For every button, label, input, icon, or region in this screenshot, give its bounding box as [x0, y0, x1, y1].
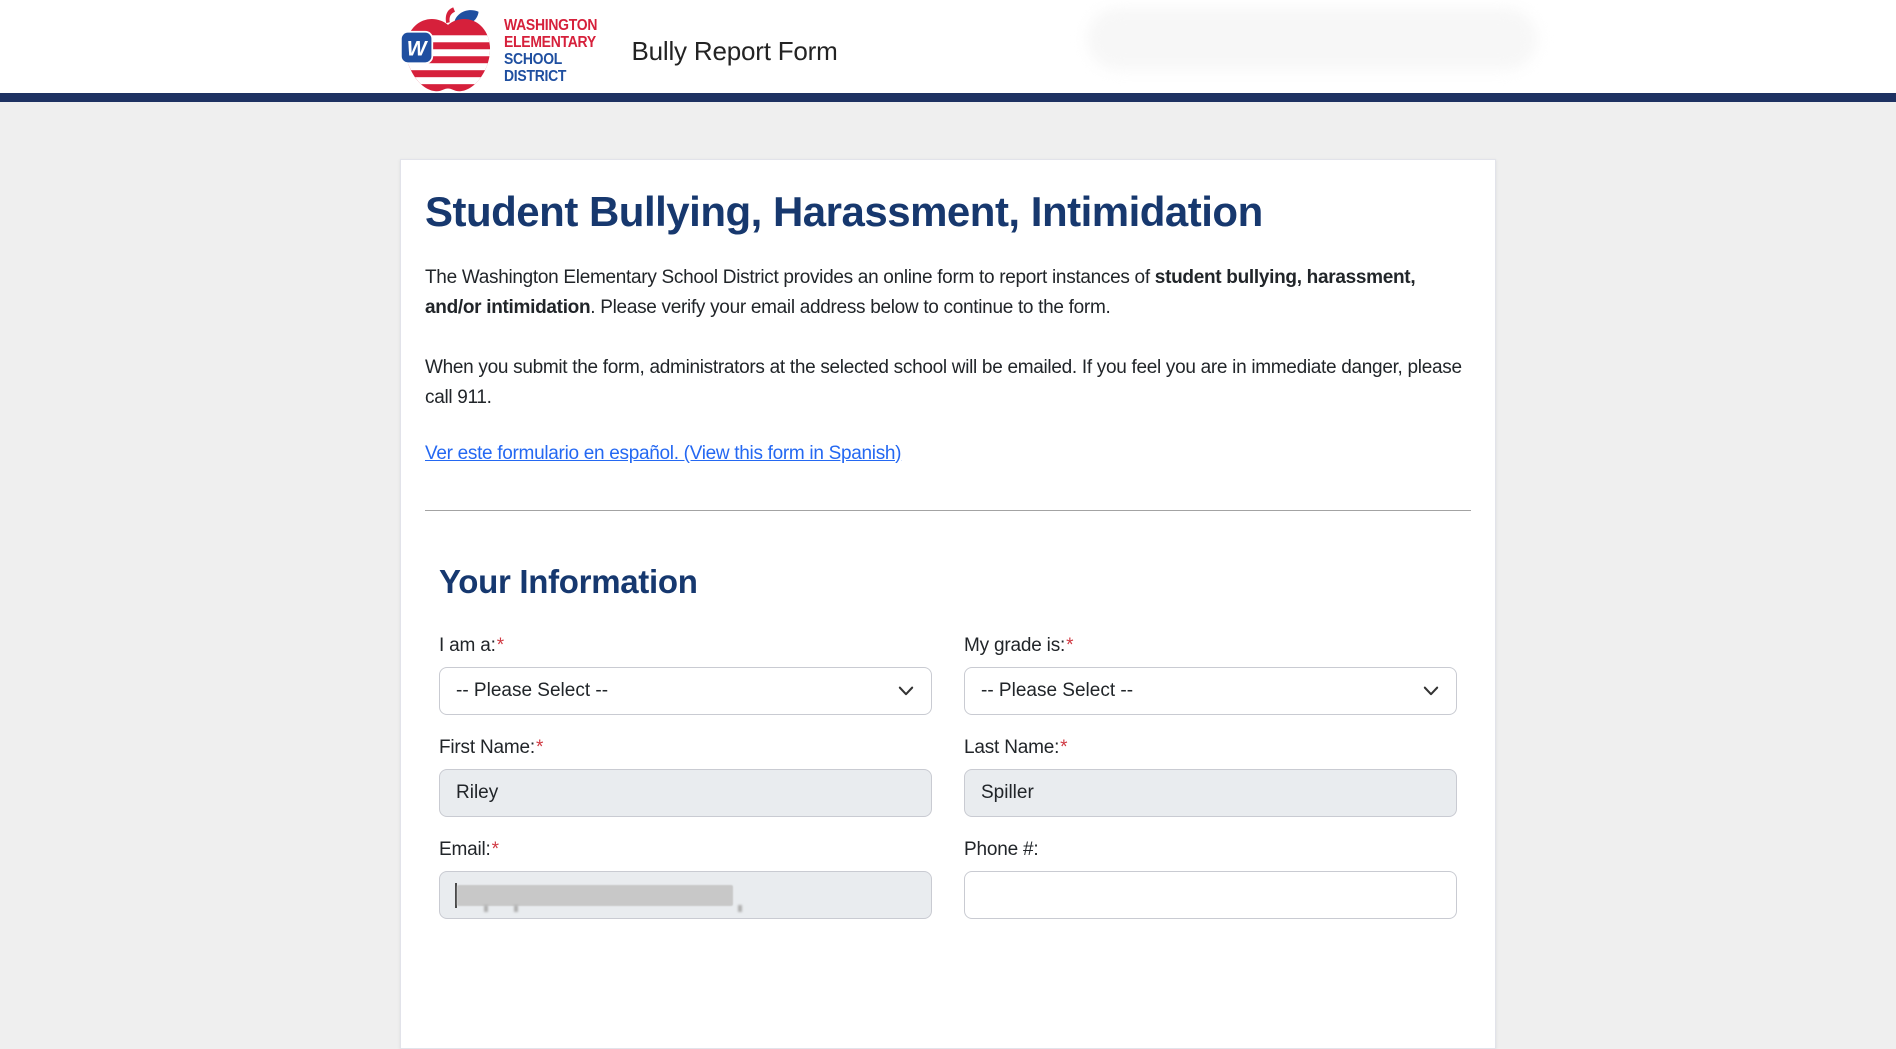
chevron-down-icon	[1422, 682, 1440, 700]
redacted-email-value	[738, 904, 742, 912]
spanish-link[interactable]: Ver este formulario en español. (View th…	[425, 442, 902, 464]
first-name-input[interactable]	[439, 768, 932, 817]
field-i-am-a: I am a:* -- Please Select --	[439, 635, 932, 715]
form-card: Student Bullying, Harassment, Intimidati…	[400, 159, 1496, 1049]
district-logo: W WASHINGTON ELEMENTARY SCHOOL DISTRICT	[400, 5, 608, 97]
divider	[425, 509, 1471, 511]
required-asterisk: *	[1060, 736, 1068, 758]
logo-text-line: WASHINGTON	[504, 17, 598, 34]
my-grade-label: My grade is:*	[964, 634, 1074, 656]
field-phone: Phone #:	[964, 839, 1457, 919]
logo-monogram: W	[407, 37, 429, 60]
last-name-label: Last Name:*	[964, 736, 1068, 758]
required-asterisk: *	[491, 838, 499, 860]
my-grade-select[interactable]: -- Please Select --	[964, 666, 1457, 715]
intro-paragraph-2: When you submit the form, administrators…	[425, 356, 1462, 408]
i-am-a-label: I am a:*	[439, 634, 504, 656]
redacted-email-value	[514, 904, 518, 912]
i-am-a-select[interactable]: -- Please Select --	[439, 666, 932, 715]
logo-text-line: DISTRICT	[504, 68, 567, 85]
text-cursor	[455, 882, 457, 908]
apple-logo-icon: W	[400, 7, 491, 92]
page-title: Bully Report Form	[631, 35, 838, 66]
phone-label: Phone #:	[964, 838, 1039, 860]
email-label: Email:*	[439, 838, 499, 860]
section-heading: Your Information	[439, 562, 698, 600]
field-last-name: Last Name:*	[964, 737, 1457, 817]
required-asterisk: *	[496, 634, 504, 656]
field-my-grade: My grade is:* -- Please Select --	[964, 635, 1457, 715]
redacted-email-value	[457, 884, 733, 906]
required-asterisk: *	[1066, 634, 1074, 656]
i-am-a-select-value: -- Please Select --	[456, 679, 609, 701]
field-email: Email:*	[439, 839, 932, 919]
logo-wordmark: WASHINGTON ELEMENTARY SCHOOL DISTRICT	[504, 17, 597, 85]
spanish-link-row: Ver este formulario en español. (View th…	[425, 443, 1471, 465]
redacted-email-value	[484, 904, 488, 912]
intro-paragraph-1: The Washington Elementary School Distric…	[425, 266, 1416, 318]
my-grade-select-value: -- Please Select --	[981, 679, 1134, 701]
logo-text-line: SCHOOL	[504, 51, 563, 68]
form-grid: I am a:* -- Please Select -- My grade is…	[439, 635, 1457, 919]
last-name-input[interactable]	[964, 768, 1457, 817]
logo-text-line: ELEMENTARY	[504, 34, 596, 51]
field-first-name: First Name:*	[439, 737, 932, 817]
chevron-down-icon	[897, 682, 915, 700]
your-information-section: Your Information I am a:* -- Please Sele…	[425, 563, 1471, 919]
redacted-region	[1087, 8, 1537, 70]
email-input[interactable]	[439, 870, 932, 919]
page-background: Student Bullying, Harassment, Intimidati…	[0, 159, 1896, 1049]
required-asterisk: *	[535, 736, 544, 758]
page-header: W WASHINGTON ELEMENTARY SCHOOL DISTRICT …	[0, 0, 1896, 102]
phone-input[interactable]	[964, 870, 1457, 919]
form-heading: Student Bullying, Harassment, Intimidati…	[425, 188, 1263, 235]
first-name-label: First Name:*	[439, 736, 544, 758]
